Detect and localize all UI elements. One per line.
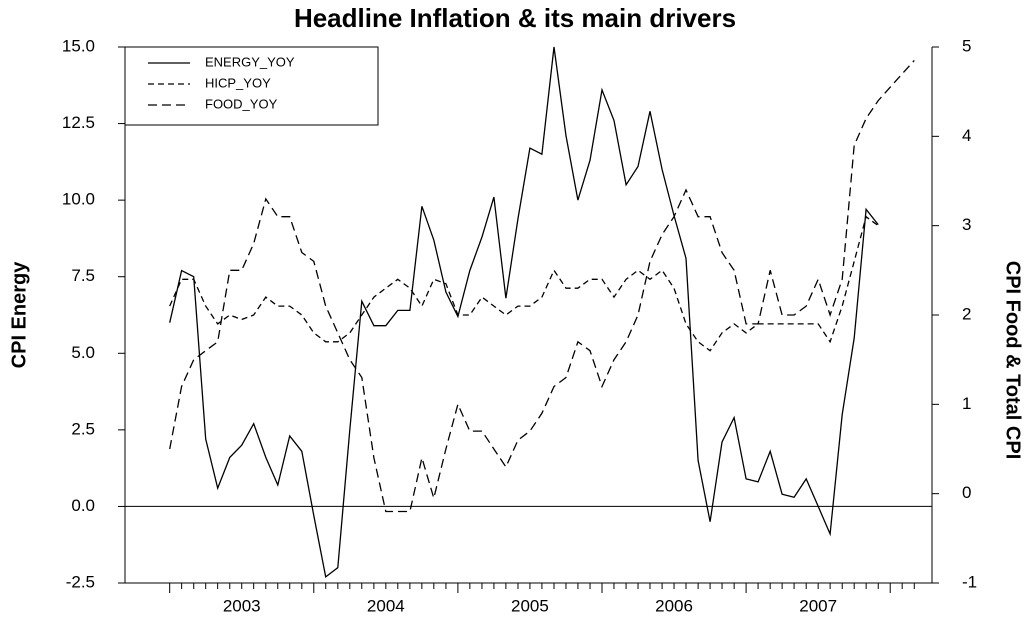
y2-axis-label: CPI Food & Total CPI — [1002, 261, 1024, 460]
y-tick-label: 7.5 — [71, 266, 95, 285]
x-tick-label: 2005 — [511, 596, 549, 615]
y2-tick-label: -1 — [962, 572, 977, 591]
series-line — [169, 46, 879, 579]
y2-tick-label: 0 — [962, 483, 971, 502]
x-tick-label: 2007 — [799, 596, 837, 615]
series-line — [169, 215, 879, 352]
legend-label: ENERGY_YOY — [205, 54, 295, 69]
y2-tick-label: 3 — [962, 215, 971, 234]
y2-tick-label: 2 — [962, 304, 971, 323]
series-line — [169, 59, 915, 513]
x-tick-label: 2006 — [655, 596, 693, 615]
y-tick-label: 2.5 — [71, 419, 95, 438]
y2-tick-label: 4 — [962, 126, 971, 145]
y2-tick-label: 1 — [962, 394, 971, 413]
legend-label: HICP_YOY — [205, 75, 271, 90]
x-tick-label: 2004 — [367, 596, 405, 615]
chart-title: Headline Inflation & its main drivers — [294, 3, 736, 33]
legend-box — [124, 46, 379, 126]
y-tick-label: -2.5 — [66, 572, 95, 591]
y-tick-label: 10.0 — [62, 190, 95, 209]
y-axis-label: CPI Energy — [8, 261, 30, 369]
y-tick-label: 12.5 — [62, 113, 95, 132]
x-tick-label: 2003 — [223, 596, 261, 615]
y-tick-label: 15.0 — [62, 36, 95, 55]
y2-tick-label: 5 — [962, 36, 971, 55]
legend-label: FOOD_YOY — [205, 96, 278, 111]
y-tick-label: 0.0 — [71, 496, 95, 515]
y-tick-label: 5.0 — [71, 343, 95, 362]
